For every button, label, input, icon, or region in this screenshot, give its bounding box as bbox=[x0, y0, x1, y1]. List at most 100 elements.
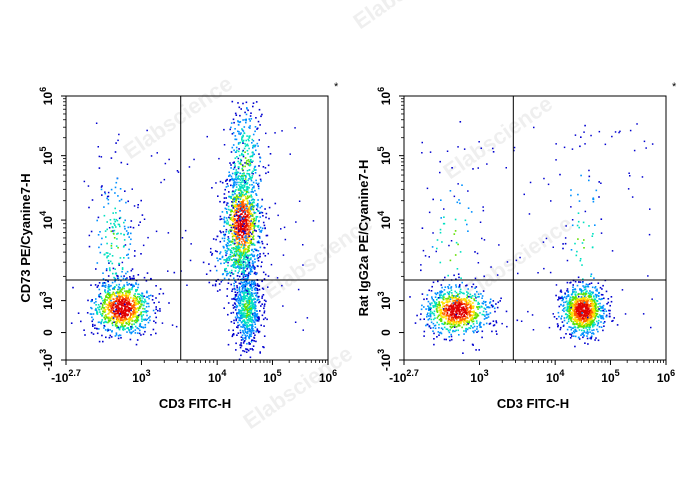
event-dot bbox=[249, 203, 252, 205]
event-dot bbox=[439, 296, 442, 299]
event-dot bbox=[104, 301, 106, 303]
event-dot bbox=[456, 307, 459, 310]
event-dot bbox=[105, 269, 108, 272]
event-dot bbox=[231, 100, 234, 103]
event-dot bbox=[246, 195, 249, 197]
event-dot bbox=[259, 352, 261, 354]
event-dot bbox=[148, 317, 150, 319]
event-dot bbox=[228, 232, 230, 234]
event-dot bbox=[242, 286, 244, 289]
event-dot bbox=[234, 316, 237, 319]
event-dot bbox=[137, 274, 140, 276]
event-dot bbox=[251, 316, 254, 319]
event-dot bbox=[462, 315, 465, 318]
event-dot bbox=[135, 297, 137, 299]
event-dot bbox=[125, 318, 127, 320]
event-dot bbox=[254, 258, 256, 260]
event-dot bbox=[221, 256, 224, 259]
event-dot bbox=[469, 304, 472, 307]
event-dot bbox=[251, 142, 253, 144]
event-dot bbox=[588, 311, 590, 314]
event-dot bbox=[454, 321, 457, 324]
event-dot bbox=[429, 314, 432, 317]
event-dot bbox=[469, 319, 472, 322]
event-dot bbox=[234, 205, 236, 207]
event-dot bbox=[119, 290, 121, 293]
event-dot bbox=[593, 308, 595, 311]
event-dot bbox=[136, 339, 139, 341]
event-dot bbox=[110, 310, 112, 313]
event-dot bbox=[108, 311, 111, 313]
event-dot bbox=[252, 181, 255, 184]
event-dot bbox=[252, 332, 255, 334]
event-dot bbox=[244, 119, 246, 121]
event-dot bbox=[211, 187, 213, 189]
event-dot bbox=[465, 299, 468, 302]
event-dot bbox=[101, 237, 103, 240]
event-dot bbox=[447, 286, 449, 288]
event-dot bbox=[256, 216, 259, 218]
event-dot bbox=[432, 304, 434, 307]
event-dot bbox=[257, 240, 260, 242]
event-dot bbox=[496, 333, 498, 335]
event-dot bbox=[244, 270, 247, 272]
event-dot bbox=[585, 319, 588, 321]
event-dot bbox=[235, 114, 238, 116]
event-dot bbox=[124, 303, 126, 306]
event-dot bbox=[457, 243, 459, 246]
event-dot bbox=[251, 224, 253, 227]
event-dot bbox=[243, 272, 245, 275]
event-dot bbox=[253, 336, 255, 339]
watermark-text: Elabscience bbox=[459, 211, 578, 304]
event-dot bbox=[442, 323, 445, 326]
event-dot bbox=[466, 297, 468, 299]
event-dot bbox=[252, 224, 254, 226]
event-dot bbox=[476, 325, 478, 328]
event-dot bbox=[428, 325, 431, 328]
event-dot bbox=[564, 306, 566, 309]
event-dot bbox=[244, 279, 247, 282]
event-dot bbox=[463, 307, 466, 310]
event-dot bbox=[240, 181, 242, 184]
event-dot bbox=[101, 319, 103, 321]
event-dot bbox=[233, 179, 235, 182]
event-dot bbox=[240, 202, 243, 204]
event-dot bbox=[108, 316, 111, 319]
event-dot bbox=[448, 284, 451, 286]
event-dot bbox=[436, 317, 439, 319]
event-dot bbox=[106, 221, 108, 223]
event-dot bbox=[245, 215, 247, 218]
event-dot bbox=[244, 195, 247, 198]
event-dot bbox=[227, 313, 229, 316]
event-dot bbox=[231, 252, 233, 254]
event-dot bbox=[454, 303, 457, 305]
event-dot bbox=[247, 234, 250, 236]
event-dot bbox=[122, 277, 125, 280]
event-dot bbox=[245, 282, 248, 284]
event-dot bbox=[262, 288, 265, 290]
event-dot bbox=[233, 207, 235, 210]
event-dot bbox=[111, 309, 114, 311]
event-dot bbox=[451, 296, 453, 299]
event-dot bbox=[225, 217, 228, 219]
event-dot bbox=[429, 313, 432, 316]
event-dot bbox=[250, 205, 253, 208]
event-dot bbox=[243, 221, 245, 223]
event-dot bbox=[124, 290, 126, 292]
event-dot bbox=[248, 327, 251, 330]
event-dot bbox=[256, 206, 259, 208]
event-dot bbox=[229, 214, 231, 216]
event-dot bbox=[472, 307, 475, 309]
event-dot bbox=[225, 254, 227, 257]
event-dot bbox=[138, 224, 140, 226]
event-dot bbox=[256, 142, 259, 145]
event-dot bbox=[114, 303, 117, 306]
event-dot bbox=[239, 202, 242, 205]
event-dot bbox=[459, 288, 462, 291]
event-dot bbox=[605, 290, 608, 293]
event-dot bbox=[118, 302, 121, 304]
event-dot bbox=[112, 318, 115, 320]
event-dot bbox=[255, 219, 257, 222]
event-dot bbox=[239, 193, 242, 196]
event-dot bbox=[485, 311, 488, 313]
